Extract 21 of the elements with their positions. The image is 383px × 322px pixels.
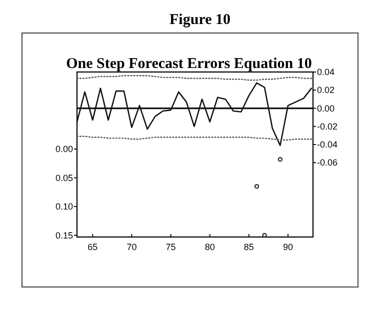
y2-tick-label: 0.00 — [317, 103, 335, 114]
chart-subtitle: One Step Forecast Errors Equation 10 — [66, 56, 312, 72]
y2-tick-label: -0.02 — [317, 121, 338, 132]
chart-title: Figure 10 — [170, 12, 230, 28]
y2-tick-label: -0.04 — [317, 140, 338, 150]
point — [254, 184, 260, 189]
x-tick-label: 70 — [126, 242, 137, 252]
point — [262, 232, 267, 238]
x-tick-label: 90 — [282, 242, 293, 252]
point — [278, 157, 282, 162]
y-tick-label: 0.15 — [55, 230, 73, 240]
y-tick-label: 0.05 — [55, 172, 73, 183]
x-tick-label: 80 — [204, 242, 215, 252]
y-tick-label: 0.10 — [55, 202, 73, 212]
x-tick-label: 65 — [88, 242, 98, 252]
y2-tick-label: -0.06 — [317, 158, 338, 168]
x-tick-label: 75 — [166, 242, 176, 252]
x-tick-label: 85 — [244, 242, 254, 252]
y-tick-label: 0.00 — [55, 144, 73, 154]
y2-tick-label: 0.02 — [317, 85, 335, 96]
y2-tick-label: 0.04 — [317, 67, 335, 77]
